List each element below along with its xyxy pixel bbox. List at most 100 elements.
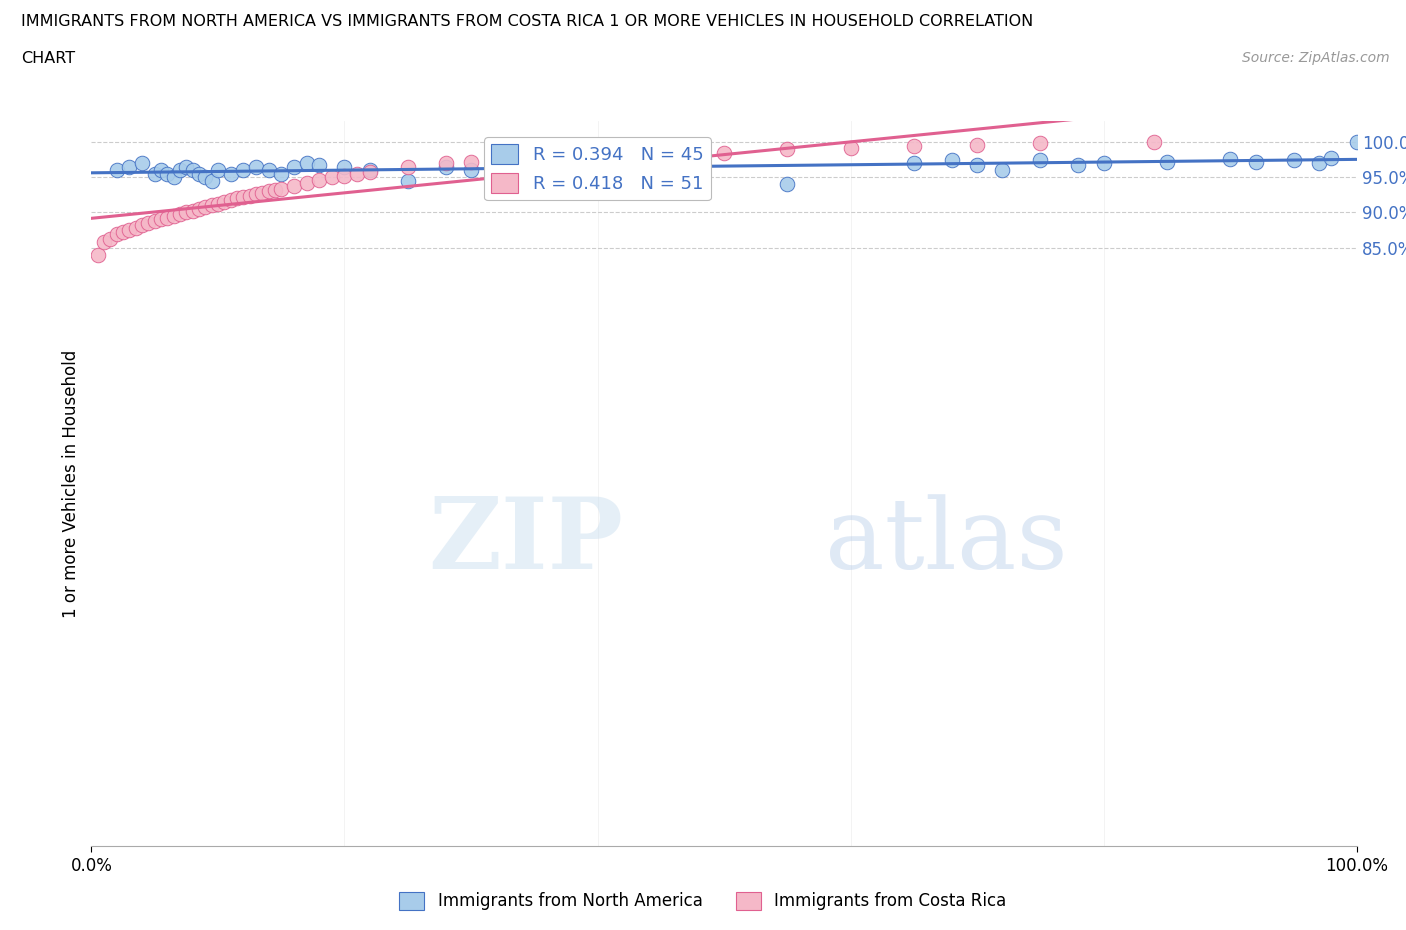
Text: CHART: CHART <box>21 51 75 66</box>
Point <box>98 232 122 246</box>
Point <box>143 166 166 181</box>
Point <box>523 166 546 180</box>
Point <box>346 166 368 181</box>
Point <box>181 204 204 219</box>
Point <box>713 145 735 160</box>
Point <box>396 159 419 174</box>
Point <box>1244 154 1267 169</box>
Point <box>839 140 862 155</box>
Point <box>270 166 292 181</box>
Point <box>118 159 141 174</box>
Point <box>333 168 356 183</box>
Point <box>903 139 925 153</box>
Point <box>214 194 236 209</box>
Point <box>675 157 697 172</box>
Point <box>359 163 381 178</box>
Point <box>156 211 179 226</box>
Point <box>612 145 634 160</box>
Point <box>991 163 1014 178</box>
Point <box>396 173 419 188</box>
Point <box>150 212 173 227</box>
Point <box>1282 153 1305 167</box>
Point <box>776 177 799 192</box>
Point <box>434 155 457 170</box>
Point <box>776 141 799 156</box>
Point <box>941 153 963 167</box>
Point <box>523 150 546 165</box>
Point <box>219 166 242 181</box>
Y-axis label: 1 or more Vehicles in Household: 1 or more Vehicles in Household <box>62 350 80 618</box>
Point <box>131 155 153 170</box>
Point <box>87 247 110 262</box>
Point <box>225 191 249 206</box>
Point <box>163 208 186 223</box>
Point <box>1029 153 1052 167</box>
Point <box>143 214 166 229</box>
Point <box>283 159 305 174</box>
Point <box>156 166 179 181</box>
Point <box>650 143 672 158</box>
Point <box>174 205 197 219</box>
Point <box>1143 135 1166 150</box>
Point <box>201 173 224 188</box>
Point <box>112 225 135 240</box>
Point <box>232 190 254 205</box>
Text: atlas: atlas <box>825 494 1069 590</box>
Point <box>252 185 274 200</box>
Point <box>150 163 173 178</box>
Point <box>169 206 191 221</box>
Point <box>1092 155 1115 170</box>
Point <box>1156 154 1178 169</box>
Point <box>903 155 925 170</box>
Point <box>118 222 141 237</box>
Point <box>1029 136 1052 151</box>
Point <box>270 181 292 196</box>
Point <box>308 157 330 172</box>
Point <box>321 170 343 185</box>
Text: Source: ZipAtlas.com: Source: ZipAtlas.com <box>1241 51 1389 65</box>
Point <box>124 220 148 235</box>
Point <box>1346 135 1368 150</box>
Point <box>1308 155 1330 170</box>
Text: IMMIGRANTS FROM NORTH AMERICA VS IMMIGRANTS FROM COSTA RICA 1 OR MORE VEHICLES I: IMMIGRANTS FROM NORTH AMERICA VS IMMIGRA… <box>21 14 1033 29</box>
Point <box>207 196 229 211</box>
Point <box>612 163 634 178</box>
Point <box>434 159 457 174</box>
Point <box>295 155 318 170</box>
Point <box>131 218 153 232</box>
Point <box>188 202 211 217</box>
Point <box>194 199 217 214</box>
Legend: R = 0.394   N = 45, R = 0.418   N = 51: R = 0.394 N = 45, R = 0.418 N = 51 <box>484 138 711 201</box>
Point <box>232 163 254 178</box>
Point <box>163 170 186 185</box>
Point <box>333 159 356 174</box>
Point <box>966 138 988 153</box>
Point <box>460 154 482 169</box>
Point <box>561 147 583 162</box>
Point <box>169 163 191 178</box>
Point <box>1219 152 1241 166</box>
Point <box>93 234 115 249</box>
Point <box>245 187 267 202</box>
Point <box>295 176 318 191</box>
Point <box>201 198 224 213</box>
Point <box>966 157 988 172</box>
Point <box>359 165 381 179</box>
Point <box>174 159 197 174</box>
Point <box>245 159 267 174</box>
Legend: Immigrants from North America, Immigrants from Costa Rica: Immigrants from North America, Immigrant… <box>392 885 1014 917</box>
Point <box>257 163 280 178</box>
Point <box>1320 150 1343 165</box>
Point <box>105 163 128 178</box>
Point <box>264 182 287 197</box>
Point <box>207 163 229 178</box>
Point <box>1067 157 1090 172</box>
Point <box>283 179 305 193</box>
Point <box>188 166 211 181</box>
Text: ZIP: ZIP <box>427 493 623 591</box>
Point <box>219 193 242 207</box>
Point <box>194 170 217 185</box>
Point <box>308 173 330 188</box>
Point <box>460 163 482 178</box>
Point <box>181 163 204 178</box>
